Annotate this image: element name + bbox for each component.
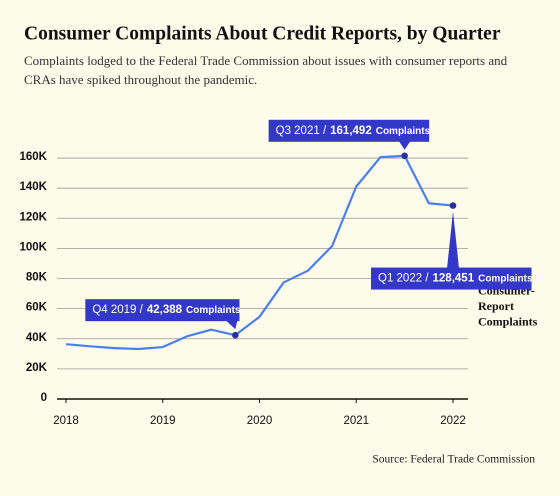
annotation-unit: Complaints bbox=[186, 305, 241, 316]
annotation: Q3 2021 /161,492 Complaints bbox=[268, 119, 431, 150]
annotation-unit: Complaints bbox=[376, 125, 431, 136]
annotation-text: Q1 2022 / 128,451 Complaints bbox=[378, 273, 533, 285]
y-tick-label: 60K bbox=[26, 302, 48, 314]
point-marker bbox=[232, 331, 239, 339]
chart-title: Consumer Complaints About Credit Reports… bbox=[24, 23, 501, 44]
annotation-box bbox=[268, 119, 430, 142]
annotation: Q4 2019 / 42,388 Complaints bbox=[85, 299, 241, 330]
x-tick-label: 2022 bbox=[440, 415, 466, 427]
y-tick-label: 100K bbox=[20, 241, 48, 253]
annotation-box bbox=[371, 267, 532, 290]
annotation-pointer bbox=[398, 140, 411, 150]
x-tick-label: 2019 bbox=[150, 415, 176, 427]
annotation-period: Q4 2019 / bbox=[92, 304, 143, 316]
point-marker bbox=[449, 202, 457, 209]
annotation-pointer bbox=[225, 320, 238, 330]
annotation-pointer bbox=[447, 211, 459, 269]
y-tick-label: 140K bbox=[20, 181, 48, 193]
y-tick-label: 120K bbox=[20, 211, 48, 223]
y-tick-label: 0 bbox=[41, 392, 47, 404]
y-tick-label: 160K bbox=[20, 151, 48, 163]
annotation-period: Q3 2021 / bbox=[276, 125, 327, 137]
annotation-text: Q3 2021 /161,492 Complaints bbox=[276, 125, 431, 137]
x-tick-label: 2018 bbox=[53, 415, 79, 427]
y-tick-label: 80K bbox=[26, 272, 48, 284]
chart-subtitle: Complaints lodged to the Federal Trade C… bbox=[24, 53, 508, 87]
annotation-text: Q4 2019 / 42,388 Complaints bbox=[92, 304, 241, 316]
annotation-value: 42,388 bbox=[147, 304, 183, 316]
annotation-value: 128,451 bbox=[433, 273, 475, 285]
annotation-unit: Complaints bbox=[478, 273, 533, 284]
point-marker bbox=[401, 152, 408, 160]
annotation-box bbox=[85, 299, 240, 322]
x-tick-label: 2020 bbox=[247, 415, 273, 427]
y-tick-label: 20K bbox=[26, 362, 48, 374]
x-tick-label: 2021 bbox=[343, 415, 369, 427]
annotation: Q1 2022 / 128,451 Complaints bbox=[371, 211, 533, 290]
annotation-value: 161,492 bbox=[330, 125, 372, 137]
source: Source: Federal Trade Commission bbox=[372, 454, 535, 466]
annotation-period: Q1 2022 / bbox=[378, 273, 429, 285]
series-line bbox=[65, 154, 454, 351]
y-tick-label: 40K bbox=[26, 332, 48, 344]
